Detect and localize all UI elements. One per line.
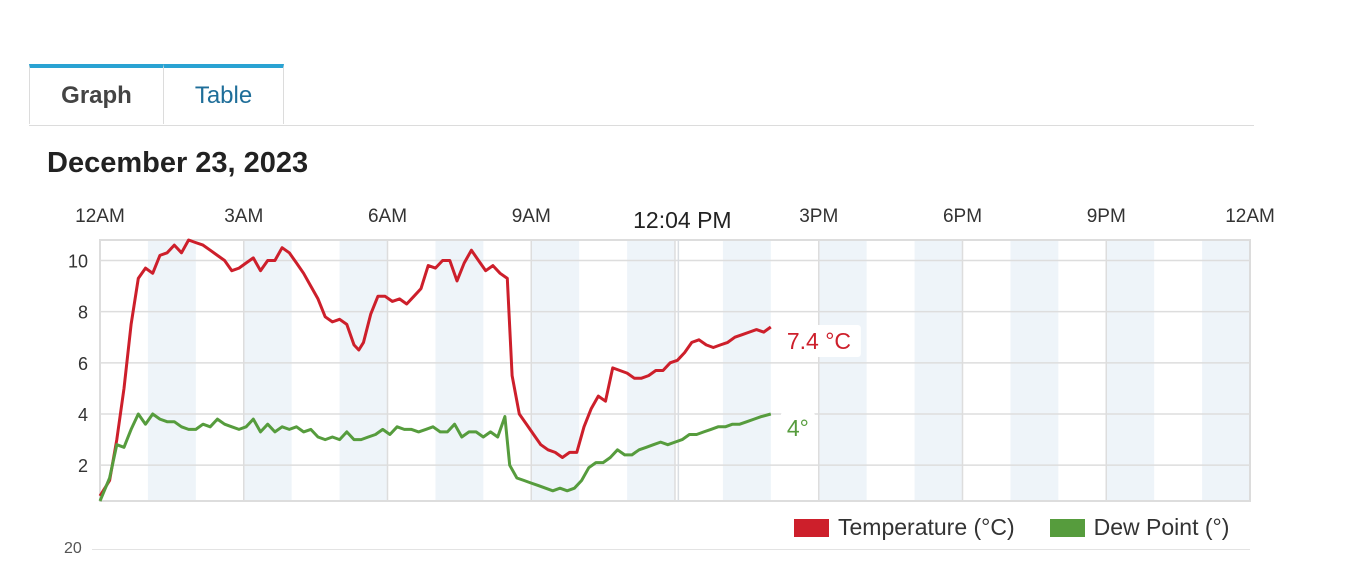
legend-item-temperature[interactable]: Temperature (°C) xyxy=(794,514,1015,541)
y-tick-label: 4 xyxy=(78,405,88,425)
hour-band xyxy=(435,240,483,501)
temperature-series-line xyxy=(100,240,771,496)
hour-band xyxy=(148,240,196,501)
temperature-current-value: 7.4 °C xyxy=(787,328,851,354)
hour-band xyxy=(819,240,867,501)
legend-item-dew-point[interactable]: Dew Point (°) xyxy=(1049,514,1230,541)
lower-chart-y-tick: 20 xyxy=(64,540,82,557)
hover-time-label: 12:04 PM xyxy=(633,207,731,233)
hover-time-box xyxy=(626,202,738,238)
legend-label-temperature: Temperature (°C) xyxy=(838,514,1015,540)
x-tick-label: 12AM xyxy=(1225,206,1275,227)
hour-band xyxy=(1010,240,1058,501)
page-title: December 23, 2023 xyxy=(47,147,309,179)
temperature-swatch xyxy=(794,518,829,537)
tab-graph[interactable]: Graph xyxy=(29,64,164,124)
hour-band xyxy=(723,240,771,501)
x-tick-label: 9PM xyxy=(1087,206,1126,227)
hour-band xyxy=(627,240,675,501)
dew-point-current-value: 4° xyxy=(787,415,809,441)
y-tick-label: 2 xyxy=(78,456,88,476)
lower-chart-top-border xyxy=(92,549,1250,550)
chart-legend: Temperature (°C) Dew Point (°) xyxy=(794,514,1229,541)
legend-label-dew-point: Dew Point (°) xyxy=(1093,514,1230,540)
tab-table[interactable]: Table xyxy=(163,64,284,124)
x-tick-label: 3AM xyxy=(224,206,263,227)
x-tick-label: 12AM xyxy=(75,206,125,227)
x-tick-label: 6PM xyxy=(943,206,982,227)
y-tick-label: 8 xyxy=(78,303,88,323)
temperature-value-bg xyxy=(781,325,861,357)
y-tick-label: 6 xyxy=(78,354,88,374)
hour-band xyxy=(244,240,292,501)
hour-band xyxy=(1106,240,1154,501)
view-tabs: Graph Table xyxy=(29,64,1254,126)
x-tick-label: 3PM xyxy=(799,206,838,227)
y-tick-label: 10 xyxy=(68,251,88,271)
dew-point-swatch xyxy=(1049,518,1085,537)
hour-band xyxy=(915,240,963,501)
hour-band xyxy=(531,240,579,501)
x-tick-label: 9AM xyxy=(512,206,551,227)
dew-point-value-bg xyxy=(781,412,815,444)
hour-band xyxy=(1202,240,1250,501)
hour-band xyxy=(340,240,388,501)
x-tick-label: 6AM xyxy=(368,206,407,227)
dew-point-series-line xyxy=(100,414,771,501)
